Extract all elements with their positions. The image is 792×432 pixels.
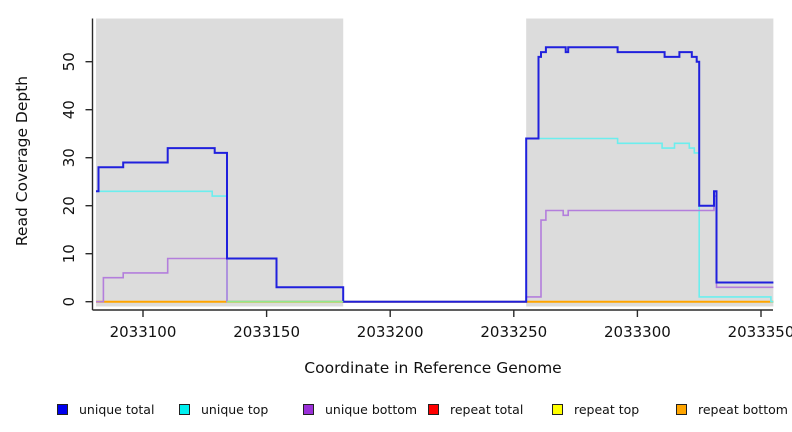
- x-tick-label: 2033350: [728, 323, 792, 341]
- series-line-unique-total: [96, 46, 774, 303]
- legend-swatch-repeat-bottom: [676, 403, 687, 415]
- legend-swatch-unique-bottom: [303, 403, 314, 415]
- legend-swatch-repeat-top: [552, 403, 563, 415]
- legend-label: unique top: [201, 401, 269, 417]
- x-tick-label: 2033250: [480, 323, 547, 341]
- y-tick-label: 50: [60, 52, 78, 71]
- legend: unique total unique top unique bottom repea…: [0, 399, 792, 421]
- legend-swatch-repeat-total: [428, 403, 439, 415]
- x-tick-label: 2033200: [357, 323, 424, 341]
- legend-item-repeat-total: repeat total: [428, 399, 523, 419]
- legend-item-unique-top: unique top: [179, 399, 268, 419]
- legend-item-repeat-top: repeat top: [552, 399, 639, 419]
- y-tick-label: 20: [60, 196, 78, 215]
- x-tick-label: 2033150: [233, 323, 300, 341]
- series-line-unique-bottom: [96, 195, 774, 303]
- y-tick-label: 0: [60, 297, 78, 307]
- legend-item-unique-total: unique total: [57, 399, 154, 419]
- legend-swatch-unique-top: [179, 403, 190, 415]
- x-tick-label: 2033300: [604, 323, 671, 341]
- legend-item-repeat-bottom: repeat bottom: [676, 399, 788, 419]
- x-axis-title: Coordinate in Reference Genome: [304, 359, 562, 377]
- y-tick-label: 30: [60, 148, 78, 167]
- legend-item-unique-bottom: unique bottom: [303, 399, 417, 419]
- legend-label: unique bottom: [325, 401, 418, 417]
- right-gray-block: [526, 18, 774, 307]
- x-tick-label: 2033100: [110, 323, 177, 341]
- y-tick-label: 40: [60, 100, 78, 119]
- legend-label: unique total: [79, 401, 155, 417]
- legend-swatch-unique-total: [57, 403, 68, 415]
- y-axis-title: Read Coverage Depth: [13, 75, 31, 247]
- legend-label: repeat total: [450, 401, 524, 417]
- legend-label: repeat top: [574, 401, 640, 417]
- legend-label: repeat bottom: [698, 401, 788, 417]
- y-tick-label: 10: [60, 244, 78, 263]
